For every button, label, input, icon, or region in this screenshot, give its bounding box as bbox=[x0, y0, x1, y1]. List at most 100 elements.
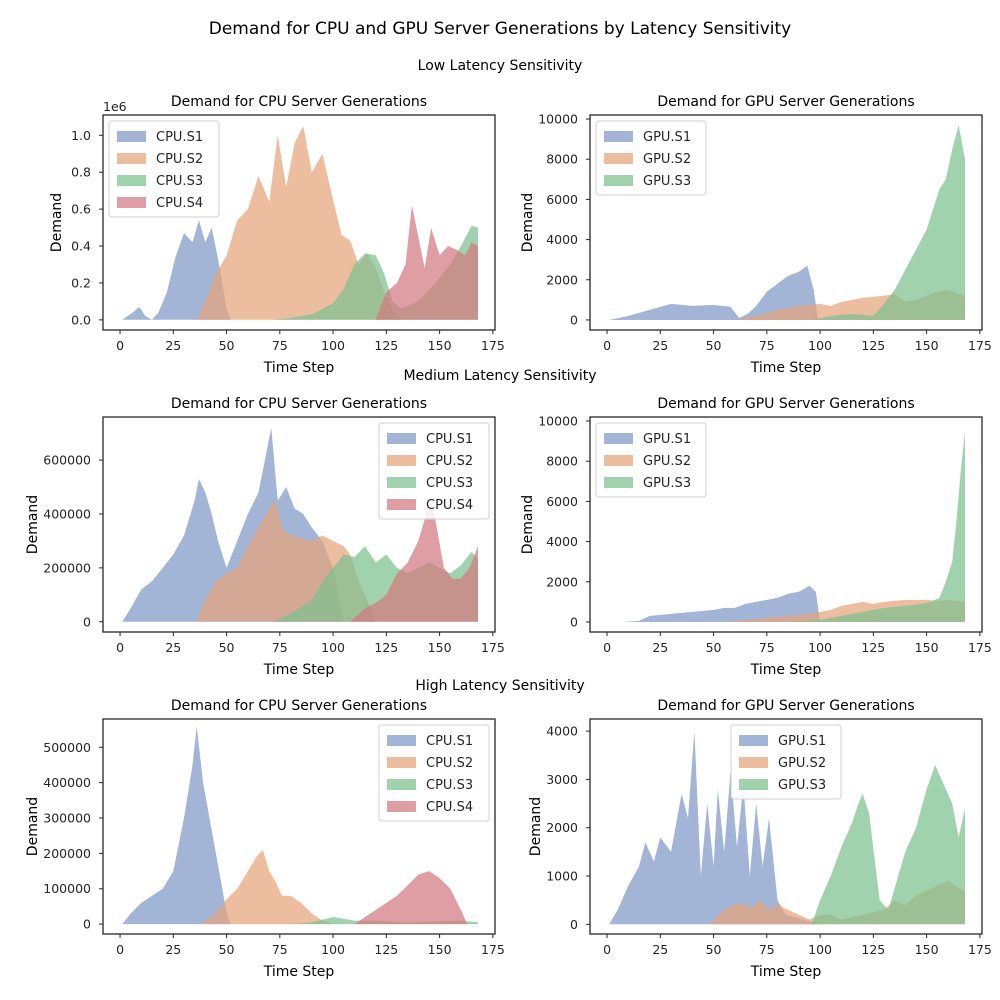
panel-title: Demand for CPU Server Generations bbox=[171, 94, 427, 110]
legend-label-cpu-s4: CPU.S4 bbox=[426, 800, 473, 815]
x-tick-label: 50 bbox=[219, 338, 235, 353]
y-tick-label: 0 bbox=[83, 614, 91, 629]
legend-swatch-cpu-s4 bbox=[117, 197, 146, 208]
legend: GPU.S1 GPU.S2 GPU.S3 bbox=[730, 724, 842, 800]
legend-swatch-gpu-s2 bbox=[604, 455, 633, 466]
legend-label-gpu-s3: GPU.S3 bbox=[643, 476, 691, 491]
legend-swatch-gpu-s3 bbox=[604, 175, 633, 186]
x-tick-label: 75 bbox=[759, 640, 775, 655]
x-tick-label: 0 bbox=[116, 640, 124, 655]
series-area-cpu-s4 bbox=[350, 497, 478, 622]
panel-high-gpu: Demand for GPU Server Generations 0 25 50 75… bbox=[528, 698, 992, 980]
legend-swatch-gpu-s1 bbox=[604, 131, 633, 142]
legend-label-gpu-s2: GPU.S2 bbox=[643, 152, 691, 167]
legend-label-gpu-s2: GPU.S2 bbox=[778, 756, 826, 771]
panel-title: Demand for GPU Server Generations bbox=[657, 396, 914, 412]
x-tick-label: 175 bbox=[968, 338, 992, 353]
legend-label-gpu-s1: GPU.S1 bbox=[643, 130, 691, 145]
legend-label-gpu-s1: GPU.S1 bbox=[778, 734, 826, 749]
series-area-cpu-s2 bbox=[201, 849, 334, 925]
x-tick-label: 150 bbox=[428, 338, 452, 353]
legend-swatch-cpu-s2 bbox=[117, 153, 146, 164]
panel-title: Demand for GPU Server Generations bbox=[657, 698, 914, 714]
y-tick-label: 2000 bbox=[546, 272, 578, 287]
x-tick-label: 125 bbox=[374, 942, 398, 957]
y-axis-label: Demand bbox=[49, 193, 65, 252]
x-tick-label: 100 bbox=[808, 338, 832, 353]
legend-swatch-cpu-s4 bbox=[387, 499, 416, 510]
figure-title: Demand for CPU and GPU Server Generation… bbox=[209, 19, 792, 39]
x-tick-label: 150 bbox=[428, 640, 452, 655]
y-axis-label: Demand bbox=[25, 797, 41, 856]
panel-medium-cpu: Demand for CPU Server Generations 0 25 50 75… bbox=[25, 396, 505, 678]
legend-label-cpu-s1: CPU.S1 bbox=[426, 432, 473, 447]
axes-frame bbox=[102, 416, 496, 633]
legend-label-cpu-s3: CPU.S3 bbox=[156, 174, 203, 189]
area-group bbox=[609, 731, 965, 925]
x-tick-label: 0 bbox=[603, 338, 611, 353]
y-offset-text: 1e6 bbox=[103, 99, 127, 114]
legend-swatch-cpu-s3 bbox=[387, 477, 416, 488]
x-tick-label: 25 bbox=[652, 338, 668, 353]
y-tick-label: 4000 bbox=[546, 724, 578, 739]
x-tick-label: 175 bbox=[968, 640, 992, 655]
y-tick-label: 2000 bbox=[546, 820, 578, 835]
legend-label-gpu-s3: GPU.S3 bbox=[778, 778, 826, 793]
legend-label-gpu-s2: GPU.S2 bbox=[643, 454, 691, 469]
legend-swatch-gpu-s3 bbox=[604, 477, 633, 488]
legend-label-cpu-s4: CPU.S4 bbox=[156, 196, 203, 211]
x-tick-label: 25 bbox=[652, 942, 668, 957]
x-tick-label: 100 bbox=[808, 640, 832, 655]
x-axis-label: Time Step bbox=[263, 964, 335, 980]
series-area-cpu-s4 bbox=[354, 871, 468, 925]
x-tick-label: 75 bbox=[759, 942, 775, 957]
axes-frame bbox=[589, 718, 983, 935]
legend-label-gpu-s3: GPU.S3 bbox=[643, 174, 691, 189]
series-area-cpu-s4 bbox=[375, 205, 478, 320]
axes-frame bbox=[102, 718, 496, 935]
legend-label-cpu-s2: CPU.S2 bbox=[426, 454, 473, 469]
y-tick-label: 600000 bbox=[43, 453, 91, 468]
x-axis-label: Time Step bbox=[750, 662, 822, 678]
legend-label-cpu-s2: CPU.S2 bbox=[156, 152, 203, 167]
x-tick-label: 50 bbox=[219, 640, 235, 655]
area-group bbox=[622, 431, 965, 622]
legend-swatch-gpu-s1 bbox=[604, 433, 633, 444]
x-axis-label: Time Step bbox=[750, 964, 822, 980]
legend: GPU.S1 GPU.S2 GPU.S3 bbox=[595, 120, 707, 196]
x-tick-label: 25 bbox=[165, 338, 181, 353]
legend-swatch-cpu-s1 bbox=[387, 735, 416, 746]
y-tick-label: 0 bbox=[570, 312, 578, 327]
legend-swatch-cpu-s3 bbox=[117, 175, 146, 186]
x-tick-label: 0 bbox=[603, 640, 611, 655]
area-group bbox=[122, 427, 478, 622]
x-tick-label: 175 bbox=[481, 640, 505, 655]
legend-swatch-gpu-s2 bbox=[604, 153, 633, 164]
x-tick-label: 150 bbox=[915, 640, 939, 655]
x-tick-label: 0 bbox=[603, 942, 611, 957]
x-tick-label: 25 bbox=[165, 942, 181, 957]
y-axis-label: Demand bbox=[528, 797, 544, 856]
x-tick-label: 125 bbox=[374, 640, 398, 655]
x-axis-label: Time Step bbox=[750, 360, 822, 376]
y-tick-label: 4000 bbox=[546, 232, 578, 247]
legend-swatch-cpu-s1 bbox=[117, 131, 146, 142]
legend-swatch-gpu-s2 bbox=[739, 757, 768, 768]
legend-swatch-cpu-s3 bbox=[387, 779, 416, 790]
y-tick-label: 100000 bbox=[43, 881, 91, 896]
y-tick-label: 0.2 bbox=[71, 275, 91, 290]
x-tick-label: 75 bbox=[272, 942, 288, 957]
y-tick-label: 200000 bbox=[43, 560, 91, 575]
area-group bbox=[122, 726, 478, 925]
series-area-gpu-s3 bbox=[794, 431, 965, 622]
x-tick-label: 100 bbox=[321, 640, 345, 655]
row-title-high: High Latency Sensitivity bbox=[415, 678, 584, 694]
y-tick-label: 4000 bbox=[546, 534, 578, 549]
legend-swatch-gpu-s1 bbox=[739, 735, 768, 746]
x-tick-label: 25 bbox=[652, 640, 668, 655]
x-tick-label: 75 bbox=[759, 338, 775, 353]
legend-box bbox=[378, 422, 490, 520]
series-area-cpu-s1 bbox=[122, 220, 231, 320]
legend-label-cpu-s4: CPU.S4 bbox=[426, 498, 473, 513]
legend-swatch-gpu-s3 bbox=[739, 779, 768, 790]
